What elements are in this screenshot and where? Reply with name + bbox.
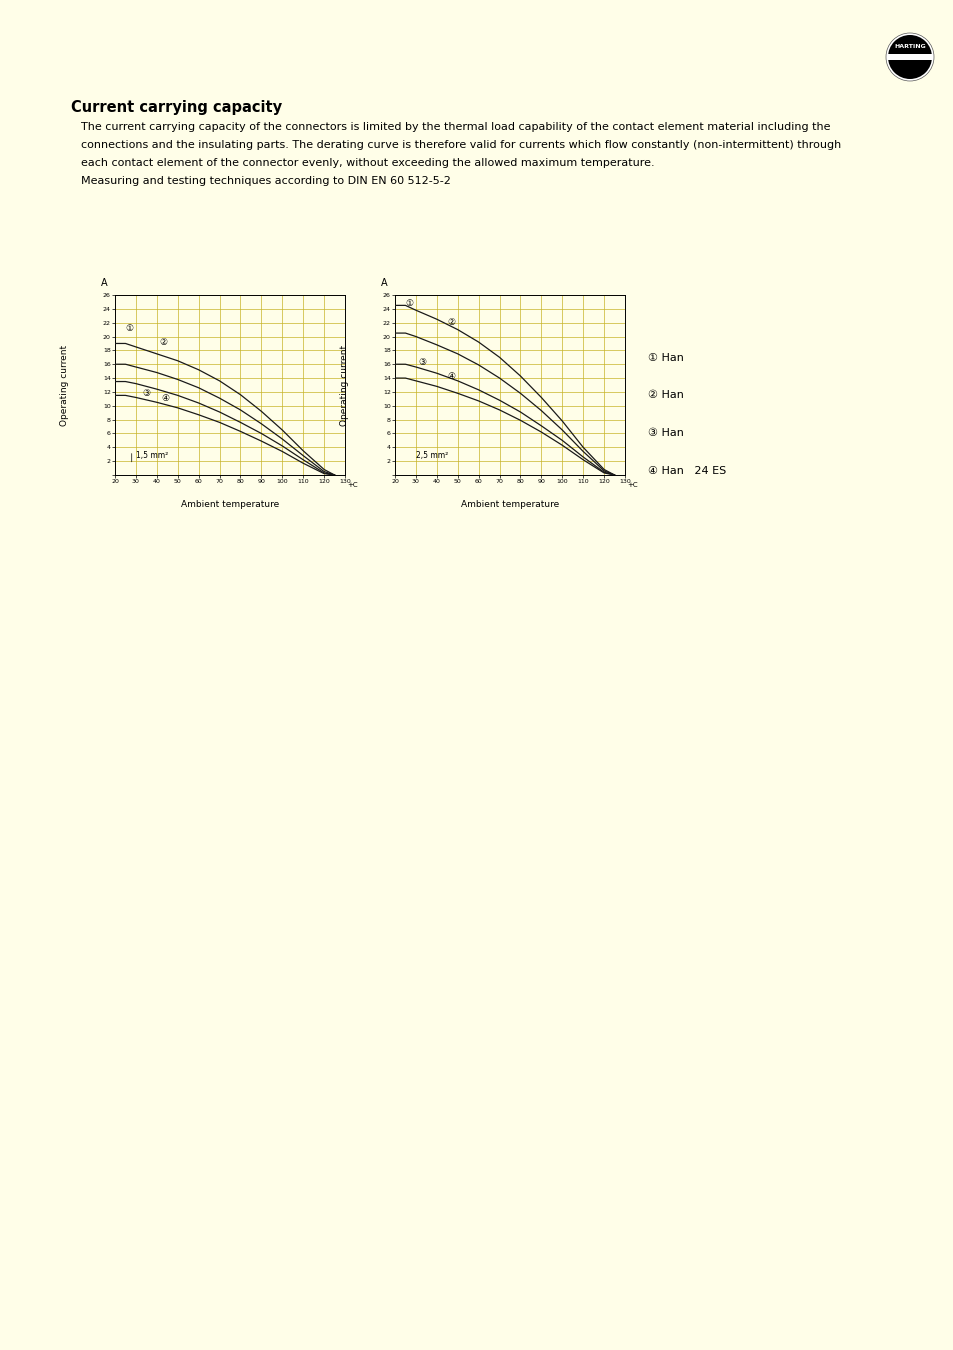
Circle shape <box>885 32 933 81</box>
Text: ①: ① <box>405 298 414 308</box>
Text: Operating current: Operating current <box>60 344 69 425</box>
Text: ④: ④ <box>447 373 455 381</box>
Text: ③ Han: ③ Han <box>647 428 683 437</box>
Text: Operating current: Operating current <box>339 344 349 425</box>
Text: each contact element of the connector evenly, without exceeding the allowed maxi: each contact element of the connector ev… <box>81 158 654 167</box>
Text: +C: +C <box>627 482 638 489</box>
Text: HARTING: HARTING <box>893 45 925 50</box>
Text: ①: ① <box>126 324 133 332</box>
Text: ① Han: ① Han <box>647 352 683 363</box>
Text: ④ Han   24 ES: ④ Han 24 ES <box>647 466 725 475</box>
Text: ②: ② <box>159 338 167 347</box>
Text: ③: ③ <box>142 389 151 398</box>
Text: 1,5 mm²: 1,5 mm² <box>135 451 168 460</box>
Text: Measuring and testing techniques according to DIN EN 60 512-5-2: Measuring and testing techniques accordi… <box>81 176 451 186</box>
Bar <box>887 54 931 59</box>
Text: connections and the insulating parts. The derating curve is therefore valid for : connections and the insulating parts. Th… <box>81 140 841 150</box>
Text: A: A <box>101 278 108 288</box>
Text: Current carrying capacity: Current carrying capacity <box>71 100 282 115</box>
Wedge shape <box>887 35 931 57</box>
Text: The current carrying capacity of the connectors is limited by the thermal load c: The current carrying capacity of the con… <box>81 122 830 132</box>
Text: Ambient temperature: Ambient temperature <box>181 501 279 509</box>
Wedge shape <box>887 57 931 80</box>
Text: ② Han: ② Han <box>647 390 683 401</box>
Text: A: A <box>381 278 388 288</box>
Text: ④: ④ <box>161 394 169 404</box>
Text: Ambient temperature: Ambient temperature <box>460 501 558 509</box>
Text: ③: ③ <box>417 358 426 367</box>
Text: ②: ② <box>447 319 455 327</box>
Text: +C: +C <box>347 482 357 489</box>
Text: 2,5 mm²: 2,5 mm² <box>416 451 448 460</box>
